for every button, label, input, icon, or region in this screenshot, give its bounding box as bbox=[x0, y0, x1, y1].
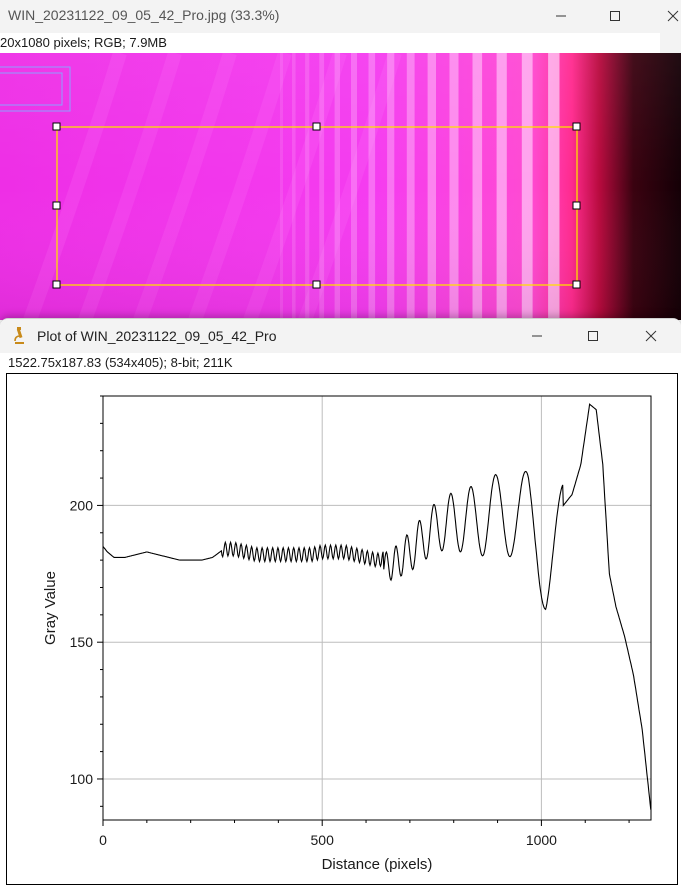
x-tick-label: 500 bbox=[311, 832, 335, 848]
plot-window: Plot of WIN_20231122_09_05_42_Pro 1522.7… bbox=[0, 318, 681, 886]
x-axis-title: Distance (pixels) bbox=[322, 856, 433, 873]
plot-window-titlebar[interactable]: Plot of WIN_20231122_09_05_42_Pro bbox=[0, 319, 681, 353]
y-tick-label: 150 bbox=[70, 634, 94, 650]
image-canvas[interactable] bbox=[0, 53, 681, 320]
image-window: WIN_20231122_09_05_42_Pro.jpg (33.3%) 20… bbox=[0, 0, 681, 320]
plot-minimize-button[interactable] bbox=[514, 320, 560, 352]
selection-handle[interactable] bbox=[572, 122, 581, 131]
image-window-titlebar[interactable]: WIN_20231122_09_05_42_Pro.jpg (33.3%) bbox=[0, 0, 681, 32]
image-overlay-box bbox=[0, 66, 71, 112]
selection-handle[interactable] bbox=[572, 201, 581, 210]
selection-handle[interactable] bbox=[312, 122, 321, 131]
selection-handle[interactable] bbox=[52, 201, 61, 210]
plot-maximize-button[interactable] bbox=[570, 320, 616, 352]
maximize-icon bbox=[610, 11, 620, 21]
plot-info-bar: 1522.75x187.83 (534x405); 8-bit; 211K bbox=[8, 355, 233, 370]
minimize-icon bbox=[556, 15, 566, 17]
y-tick-label: 200 bbox=[70, 497, 94, 513]
image-close-button[interactable] bbox=[650, 0, 681, 32]
x-tick-label: 1000 bbox=[526, 832, 557, 848]
image-shading bbox=[0, 53, 681, 320]
image-info-bar: 20x1080 pixels; RGB; 7.9MB bbox=[0, 33, 660, 53]
y-tick-label: 100 bbox=[70, 771, 94, 787]
selection-handle[interactable] bbox=[572, 280, 581, 289]
plot-window-title: Plot of WIN_20231122_09_05_42_Pro bbox=[37, 328, 277, 344]
plot-area-border bbox=[102, 395, 652, 821]
image-overlay-box-inner bbox=[0, 72, 63, 106]
gray-value-plot: 0 500 1000 100 150 200 Distance (pixels) Gray… bbox=[42, 395, 652, 873]
image-maximize-button[interactable] bbox=[592, 0, 638, 32]
plot-close-button[interactable] bbox=[628, 320, 674, 352]
maximize-icon bbox=[588, 331, 598, 341]
gray-value-series-line bbox=[102, 403, 652, 810]
x-tick-label: 0 bbox=[99, 832, 107, 848]
selection-handle[interactable] bbox=[312, 280, 321, 289]
image-minimize-button[interactable] bbox=[538, 0, 584, 32]
imagej-microscope-icon bbox=[14, 327, 24, 344]
selection-handle[interactable] bbox=[52, 122, 61, 131]
close-icon bbox=[667, 10, 679, 22]
line-selection-roi[interactable] bbox=[52, 122, 581, 289]
minimize-icon bbox=[532, 335, 542, 337]
selection-handle[interactable] bbox=[52, 280, 61, 289]
image-window-title: WIN_20231122_09_05_42_Pro.jpg (33.3%) bbox=[8, 7, 280, 23]
y-axis-title: Gray Value bbox=[42, 571, 59, 645]
plot-canvas[interactable]: 0 500 1000 100 150 200 Distance (pixels) Gray… bbox=[6, 373, 678, 885]
close-icon bbox=[645, 330, 657, 342]
